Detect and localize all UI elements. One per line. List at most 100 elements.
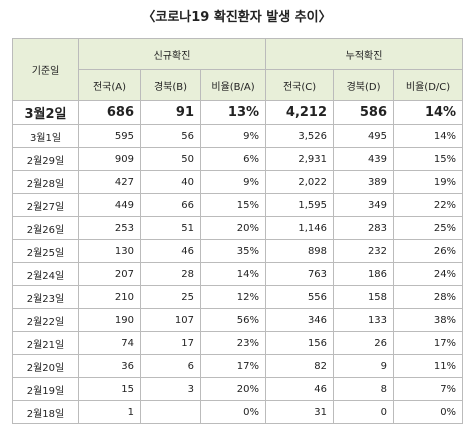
date-cell: 2월23일 xyxy=(12,285,79,309)
value-cell: 6 xyxy=(140,354,201,378)
value-cell: 24% xyxy=(393,262,464,286)
table-row: 2월21일 74 17 23% 156 26 17% xyxy=(12,331,464,355)
value-cell: 19% xyxy=(393,170,464,194)
value-cell: 26 xyxy=(333,331,395,355)
value-cell: 26% xyxy=(393,239,464,263)
value-cell: 38% xyxy=(393,308,464,332)
table-row: 2월24일 207 28 14% 763 186 24% xyxy=(12,262,464,286)
value-cell: 190 xyxy=(78,308,141,332)
value-cell: 15% xyxy=(393,147,464,171)
value-cell: 15 xyxy=(78,377,141,401)
value-cell: 14% xyxy=(393,100,464,125)
value-cell: 9% xyxy=(199,170,267,194)
date-cell: 2월24일 xyxy=(12,262,79,286)
value-cell: 0 xyxy=(333,400,395,424)
value-cell: 2,931 xyxy=(265,147,335,171)
value-cell: 9 xyxy=(333,354,395,378)
column-header: 경북(D) xyxy=(333,69,395,101)
table-row: 2월29일 909 50 6% 2,931 439 15% xyxy=(12,147,464,171)
value-cell: 56% xyxy=(199,308,267,332)
value-cell: 35% xyxy=(199,239,267,263)
value-cell: 283 xyxy=(333,216,395,240)
value-cell: 9% xyxy=(199,124,267,148)
value-cell: 91 xyxy=(140,100,201,125)
table-row: 3월1일 595 56 9% 3,526 495 14% xyxy=(12,124,464,148)
value-cell: 595 xyxy=(78,124,141,148)
value-cell: 14% xyxy=(199,262,267,286)
table: 기준일 신규확진 누적확진 전국(A) 경북(B) 비율(B/A) 전국(C) 경북(D… xyxy=(12,38,464,424)
value-cell: 12% xyxy=(199,285,267,309)
title: 〈코로나19 확진환자 발생 추이〉 xyxy=(142,10,332,25)
column-header: 전국(A) xyxy=(78,69,141,101)
date-cell: 2월18일 xyxy=(12,400,79,424)
value-cell xyxy=(140,400,201,424)
value-cell: 28 xyxy=(140,262,201,286)
date-cell: 3월1일 xyxy=(12,124,79,148)
value-cell: 46 xyxy=(265,377,335,401)
value-cell: 909 xyxy=(78,147,141,171)
date-cell: 2월25일 xyxy=(12,239,79,263)
table-row: 2월25일 130 46 35% 898 232 26% xyxy=(12,239,464,263)
column-header: 비율(B/A) xyxy=(199,69,267,101)
date-cell: 2월29일 xyxy=(12,147,79,171)
value-cell: 1 xyxy=(78,400,141,424)
value-cell: 186 xyxy=(333,262,395,286)
group-header: 누적확진 xyxy=(265,38,464,70)
value-cell: 17% xyxy=(199,354,267,378)
date-cell: 2월21일 xyxy=(12,331,79,355)
table-row: 2월20일 36 6 17% 82 9 11% xyxy=(12,354,464,378)
value-cell: 36 xyxy=(78,354,141,378)
column-header: 전국(C) xyxy=(265,69,335,101)
value-cell: 389 xyxy=(333,170,395,194)
value-cell: 74 xyxy=(78,331,141,355)
value-cell: 8 xyxy=(333,377,395,401)
value-cell: 3 xyxy=(140,377,201,401)
date-cell: 2월26일 xyxy=(12,216,79,240)
table-row: 2월27일 449 66 15% 1,595 349 22% xyxy=(12,193,464,217)
value-cell: 158 xyxy=(333,285,395,309)
value-cell: 56 xyxy=(140,124,201,148)
value-cell: 15% xyxy=(199,193,267,217)
table-row: 2월18일 1 0% 31 0 0% xyxy=(12,400,464,424)
value-cell: 14% xyxy=(393,124,464,148)
value-cell: 66 xyxy=(140,193,201,217)
value-cell: 2,022 xyxy=(265,170,335,194)
value-cell: 51 xyxy=(140,216,201,240)
value-cell: 4,212 xyxy=(265,100,335,125)
value-cell: 133 xyxy=(333,308,395,332)
value-cell: 232 xyxy=(333,239,395,263)
value-cell: 31 xyxy=(265,400,335,424)
group-header: 신규확진 xyxy=(77,38,267,70)
value-cell: 25 xyxy=(140,285,201,309)
date-cell: 2월22일 xyxy=(12,308,79,332)
value-cell: 210 xyxy=(78,285,141,309)
header-cell: 기준일 xyxy=(12,38,79,101)
column-header: 비율(D/C) xyxy=(393,69,464,101)
value-cell: 898 xyxy=(265,239,335,263)
date-cell: 2월27일 xyxy=(12,193,79,217)
value-cell: 207 xyxy=(78,262,141,286)
value-cell: 427 xyxy=(78,170,141,194)
value-cell: 20% xyxy=(199,377,267,401)
value-cell: 11% xyxy=(393,354,464,378)
column-header: 경북(B) xyxy=(140,69,201,101)
value-cell: 586 xyxy=(333,100,395,125)
value-cell: 1,146 xyxy=(265,216,335,240)
value-cell: 156 xyxy=(265,331,335,355)
value-cell: 449 xyxy=(78,193,141,217)
date-cell: 2월19일 xyxy=(12,377,79,401)
value-cell: 3,526 xyxy=(265,124,335,148)
value-cell: 7% xyxy=(393,377,464,401)
table-row: 2월26일 253 51 20% 1,146 283 25% xyxy=(12,216,464,240)
value-cell: 82 xyxy=(265,354,335,378)
value-cell: 17 xyxy=(140,331,201,355)
date-cell: 2월20일 xyxy=(12,354,79,378)
value-cell: 107 xyxy=(140,308,201,332)
value-cell: 1,595 xyxy=(265,193,335,217)
table-row: 2월22일 190 107 56% 346 133 38% xyxy=(12,308,464,332)
value-cell: 130 xyxy=(78,239,141,263)
value-cell: 13% xyxy=(199,100,267,125)
value-cell: 346 xyxy=(265,308,335,332)
table-row: 2월28일 427 40 9% 2,022 389 19% xyxy=(12,170,464,194)
